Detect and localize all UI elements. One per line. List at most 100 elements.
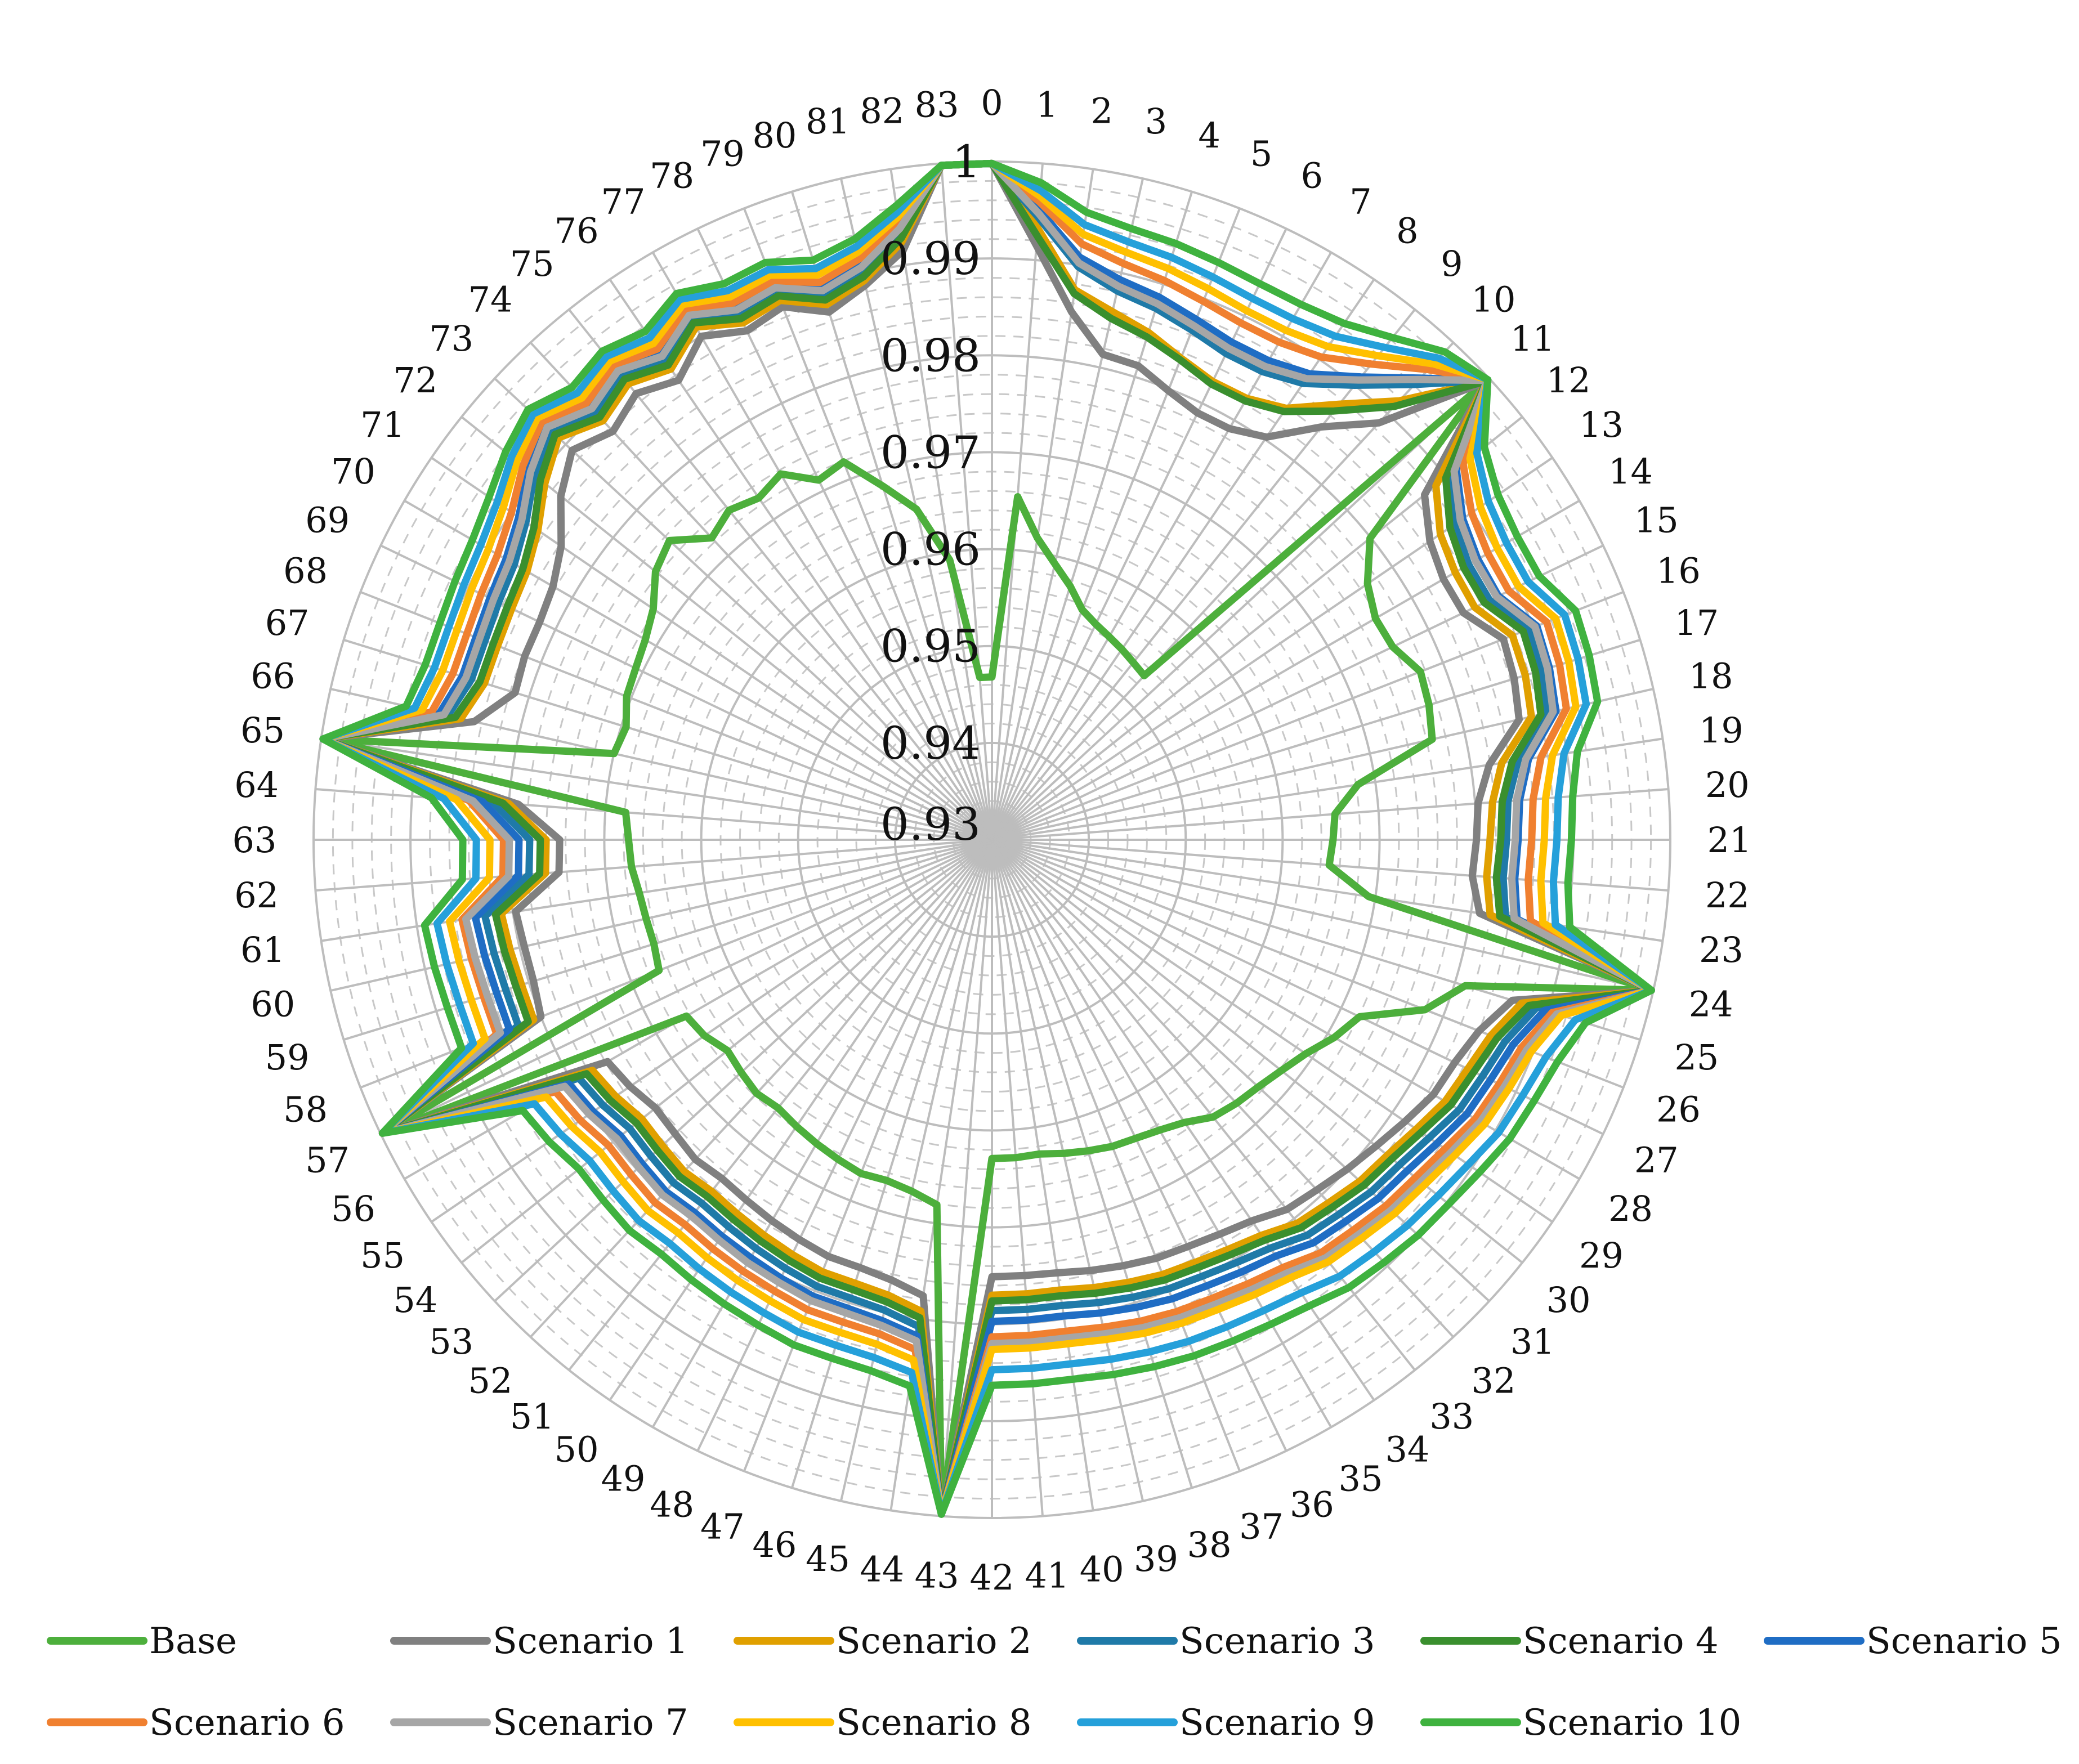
spoke-37 [991, 839, 1241, 1472]
spoke-40 [991, 839, 1094, 1511]
category-label: 30 [1546, 1279, 1591, 1320]
series-scenario-2 [319, 159, 1655, 1518]
category-label: 63 [233, 820, 277, 861]
category-label: 47 [700, 1506, 745, 1547]
legend-label: Scenario 8 [836, 1702, 1032, 1744]
spoke-51 [568, 839, 993, 1371]
category-label: 20 [1705, 764, 1750, 805]
category-label: 76 [555, 211, 599, 252]
category-label: 1 [1036, 84, 1058, 126]
category-label: 68 [283, 550, 328, 591]
category-label: 26 [1656, 1089, 1701, 1130]
radial-tick-label: 0.93 [880, 798, 981, 850]
spoke-75 [568, 308, 993, 841]
spoke-24 [991, 839, 1654, 992]
category-label: 29 [1579, 1235, 1624, 1276]
spoke-44 [889, 839, 993, 1511]
spoke-6 [991, 228, 1287, 840]
category-label: 49 [601, 1458, 646, 1499]
category-label: 38 [1187, 1524, 1232, 1565]
category-label: 41 [1025, 1555, 1069, 1596]
category-label: 66 [251, 656, 295, 697]
category-label: 3 [1145, 101, 1167, 142]
series-scenario-8 [319, 159, 1655, 1518]
category-label: 2 [1090, 91, 1112, 132]
spoke-46 [790, 839, 993, 1489]
spoke-14 [991, 499, 1580, 841]
category-label: 8 [1396, 211, 1418, 252]
spoke-7 [991, 252, 1333, 840]
category-label: 35 [1339, 1458, 1383, 1499]
category-label: 13 [1579, 404, 1624, 445]
legend-label: Scenario 5 [1866, 1620, 2062, 1662]
legend-item-base: Base [47, 1620, 237, 1662]
spoke-59 [343, 839, 992, 1041]
legend-label: Scenario 2 [836, 1620, 1032, 1662]
radial-tick-label: 0.95 [880, 620, 981, 673]
category-label: 37 [1239, 1506, 1284, 1547]
spoke-77 [651, 252, 993, 840]
category-label: 48 [650, 1484, 694, 1525]
spoke-56 [404, 839, 992, 1180]
spoke-49 [651, 839, 993, 1428]
radial-tick-label: 0.98 [880, 329, 981, 382]
legend-label: Scenario 1 [493, 1620, 688, 1662]
series-scenario-7 [319, 159, 1655, 1518]
category-label: 73 [429, 318, 473, 359]
category-label: 5 [1250, 133, 1272, 174]
category-label: 7 [1349, 181, 1371, 222]
category-label: 34 [1385, 1429, 1429, 1470]
category-label: 58 [283, 1089, 328, 1130]
category-label: 14 [1608, 451, 1653, 492]
category-label: 32 [1472, 1360, 1516, 1401]
category-label: 31 [1510, 1321, 1555, 1362]
category-label: 77 [601, 181, 646, 222]
category-label: 56 [331, 1188, 375, 1229]
spoke-70 [404, 499, 992, 841]
category-label: 55 [360, 1235, 405, 1276]
category-label: 79 [700, 133, 745, 174]
legend-label: Scenario 3 [1179, 1620, 1375, 1662]
spoke-30 [991, 839, 1523, 1264]
category-label: 62 [234, 875, 279, 916]
category-label: 64 [234, 764, 279, 805]
spoke-29 [991, 839, 1553, 1223]
spoke-76 [609, 279, 993, 841]
spoke-13 [991, 456, 1553, 841]
spoke-33 [991, 839, 1416, 1371]
legend-label: Scenario 4 [1523, 1620, 1719, 1662]
spoke-39 [991, 839, 1144, 1502]
radial-tick-label: 0.96 [880, 523, 981, 576]
category-label: 16 [1656, 550, 1701, 591]
spoke-16 [991, 590, 1624, 841]
category-label: 61 [240, 929, 285, 970]
category-label: 0 [981, 82, 1003, 123]
spoke-45 [839, 839, 993, 1502]
category-label: 43 [915, 1555, 959, 1596]
series-scenario-4 [319, 159, 1655, 1518]
legend-item-scenario-9: Scenario 9 [1077, 1702, 1375, 1744]
legend-label: Scenario 6 [149, 1702, 345, 1744]
spoke-74 [529, 342, 993, 841]
category-label: 17 [1674, 602, 1719, 643]
spoke-57 [380, 839, 992, 1135]
spoke-65 [321, 737, 992, 841]
category-label: 46 [752, 1524, 797, 1565]
radial-tick-label: 0.94 [880, 717, 981, 769]
legend-item-scenario-8: Scenario 8 [734, 1702, 1032, 1744]
category-label: 45 [806, 1538, 850, 1579]
category-label: 72 [393, 360, 437, 401]
spoke-11 [991, 377, 1490, 841]
legend-label: Scenario 7 [493, 1702, 688, 1744]
category-label: 74 [468, 279, 513, 320]
series-scenario-10 [319, 159, 1655, 1518]
spoke-2 [991, 169, 1094, 840]
series-scenario-6 [319, 159, 1655, 1518]
radial-tick-label: 1 [952, 136, 981, 188]
category-label: 65 [240, 710, 285, 751]
series-scenario-1 [319, 159, 1655, 1518]
category-label: 81 [806, 101, 850, 142]
radial-tick-label: 0.97 [880, 426, 981, 478]
category-label: 15 [1634, 500, 1679, 541]
